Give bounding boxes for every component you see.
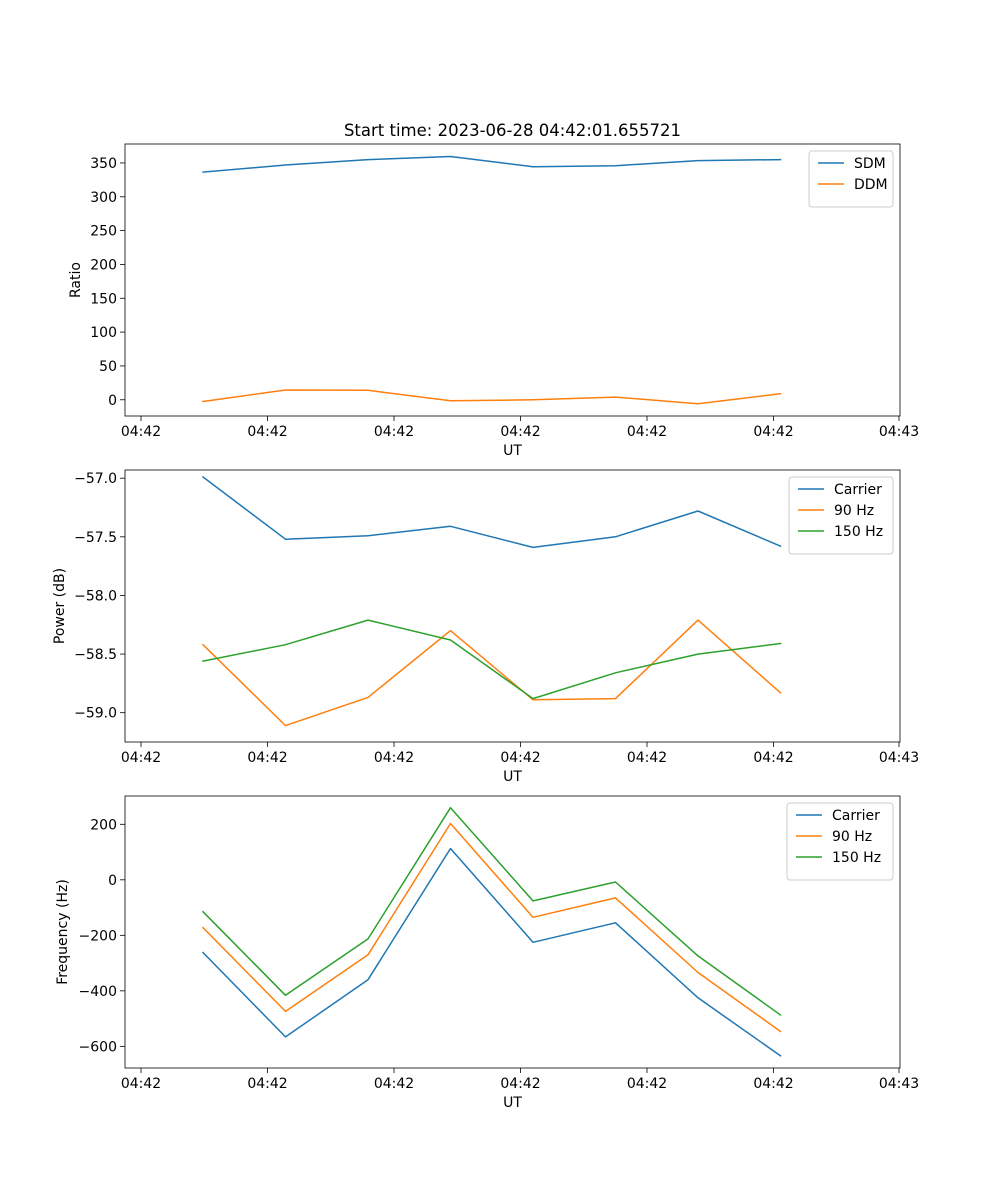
x-axis-label: UT <box>503 443 522 459</box>
legend-box <box>808 150 894 208</box>
series-line-carrier <box>201 847 782 1057</box>
x-tick-label: 04:42 <box>247 750 287 766</box>
y-axis-label: Ratio <box>68 262 84 298</box>
x-tick-label: 04:42 <box>374 1076 414 1092</box>
x-tick-label: 04:42 <box>374 750 414 766</box>
legend-label: Carrier <box>832 808 880 824</box>
x-tick-label: 04:42 <box>500 1076 540 1092</box>
legend-box <box>788 476 894 555</box>
axes-frame <box>124 143 901 417</box>
legend-label: 150 Hz <box>832 850 881 866</box>
y-tick-label: −400 <box>79 984 117 1000</box>
subplot-3: 04:42 04:42 04:42 04:42 04:42 04:42 04:43 −600 −… <box>55 795 919 1111</box>
legend-box <box>786 802 894 881</box>
x-tick-label: 04:42 <box>753 1076 793 1092</box>
x-tick-label: 04:42 <box>121 424 161 440</box>
x-tick-label: 04:42 <box>247 424 287 440</box>
x-tick-label: 04:42 <box>753 750 793 766</box>
x-tick-label: 04:42 <box>627 424 667 440</box>
series-line-90-hz <box>201 822 782 1033</box>
legend-label: SDM <box>854 156 886 172</box>
series-line-carrier <box>201 475 782 549</box>
y-tick-label: 250 <box>90 224 117 240</box>
legend: Carrier 90 Hz 150 Hz <box>786 802 894 881</box>
y-tick-label: 150 <box>90 291 117 307</box>
axes-frame <box>124 795 901 1069</box>
x-tick-label: 04:42 <box>500 750 540 766</box>
y-tick-label: −200 <box>79 928 117 944</box>
y-tick-label: 300 <box>90 190 117 206</box>
x-tick-label: 04:43 <box>879 1076 919 1092</box>
subplot-1: 04:42 04:42 04:42 04:42 04:42 04:42 04:43 0 50 10… <box>68 143 919 459</box>
y-tick-label: 200 <box>90 817 117 833</box>
y-axis-label: Power (dB) <box>52 568 68 644</box>
y-tick-label: 50 <box>99 359 117 375</box>
axes-frame <box>124 469 901 743</box>
y-tick-label: −57.0 <box>74 471 117 487</box>
legend: SDM DDM <box>808 150 894 208</box>
y-tick-label: −58.0 <box>74 588 117 604</box>
series-line-90-hz <box>201 619 782 727</box>
x-tick-label: 04:43 <box>879 750 919 766</box>
y-tick-label: 0 <box>108 873 117 889</box>
series-line-ddm <box>202 389 782 405</box>
x-axis-label: UT <box>503 1095 522 1111</box>
series-line-150-hz <box>202 619 782 700</box>
y-tick-label: −58.5 <box>74 647 117 663</box>
y-tick-label: 350 <box>90 156 117 172</box>
x-tick-label: 04:42 <box>500 424 540 440</box>
x-tick-label: 04:42 <box>627 1076 667 1092</box>
y-axis-label: Frequency (Hz) <box>55 879 71 985</box>
x-tick-label: 04:43 <box>879 424 919 440</box>
y-tick-label: −59.0 <box>74 706 117 722</box>
y-tick-label: −600 <box>79 1039 117 1055</box>
subplot-2: 04:42 04:42 04:42 04:42 04:42 04:42 04:43 −59.0… <box>52 469 919 785</box>
legend-label: Carrier <box>834 482 882 498</box>
x-axis-label: UT <box>503 769 522 785</box>
x-tick-label: 04:42 <box>121 1076 161 1092</box>
y-tick-label: 0 <box>108 393 117 409</box>
y-tick-label: −57.5 <box>74 530 117 546</box>
y-tick-label: 100 <box>90 325 117 341</box>
x-tick-label: 04:42 <box>753 424 793 440</box>
chart-title: Start time: 2023-06-28 04:42:01.655721 <box>344 121 681 140</box>
legend-label: 90 Hz <box>834 503 874 519</box>
subplots: 04:42 04:42 04:42 04:42 04:42 04:42 04:43 0 50 10… <box>52 143 919 1111</box>
legend-label: 90 Hz <box>832 829 872 845</box>
series-line-150-hz <box>201 806 782 1017</box>
x-tick-label: 04:42 <box>374 424 414 440</box>
legend-label: DDM <box>854 177 888 193</box>
x-tick-label: 04:42 <box>247 1076 287 1092</box>
legend-label: 150 Hz <box>834 524 883 540</box>
legend: Carrier 90 Hz 150 Hz <box>788 476 894 555</box>
x-tick-label: 04:42 <box>627 750 667 766</box>
x-tick-label: 04:42 <box>121 750 161 766</box>
y-tick-label: 200 <box>90 257 117 273</box>
series-line-sdm <box>202 155 782 173</box>
